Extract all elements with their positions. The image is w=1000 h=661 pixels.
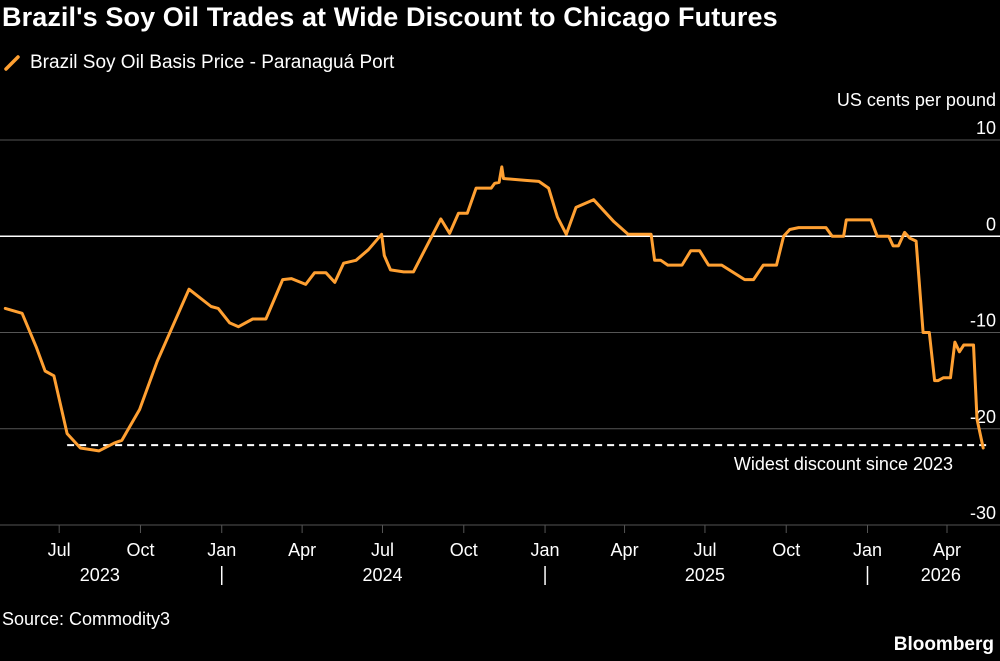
reference-line-label: Widest discount since 2023	[734, 454, 953, 474]
x-tick-label: Jul	[371, 540, 394, 560]
y-axis-label: US cents per pound	[837, 90, 996, 110]
y-tick-label: -20	[970, 407, 996, 427]
x-tick-label: Apr	[611, 540, 639, 560]
y-tick-label: -10	[970, 311, 996, 331]
x-year-label: 2023	[80, 565, 120, 585]
legend: Brazil Soy Oil Basis Price - Paranaguá P…	[4, 52, 394, 74]
x-tick-label: Jul	[693, 540, 716, 560]
x-tick-label: Oct	[772, 540, 800, 560]
chart-title: Brazil's Soy Oil Trades at Wide Discount…	[2, 2, 778, 32]
y-tick-label: 10	[976, 118, 996, 138]
x-tick-label: Jul	[48, 540, 71, 560]
x-tick-label: Jan	[531, 540, 560, 560]
legend-label: Brazil Soy Oil Basis Price - Paranaguá P…	[30, 52, 395, 73]
y-tick-label: 0	[986, 214, 996, 234]
series-line	[3, 165, 985, 453]
x-tick-label: Jan	[853, 540, 882, 560]
x-tick-label: Apr	[288, 540, 316, 560]
x-year-label: 2024	[362, 565, 402, 585]
x-tick-label: Oct	[450, 540, 478, 560]
bloomberg-logo: Bloomberg	[893, 634, 994, 655]
x-year-label: 2026	[921, 565, 961, 585]
legend-line-icon	[4, 55, 20, 71]
x-tick-label: Oct	[126, 540, 154, 560]
y-tick-label: -30	[970, 503, 996, 523]
x-tick-label: Apr	[933, 540, 961, 560]
x-year-label: 2025	[685, 565, 725, 585]
source-note: Source: Commodity3	[2, 609, 171, 629]
x-tick-label: Jan	[207, 540, 236, 560]
